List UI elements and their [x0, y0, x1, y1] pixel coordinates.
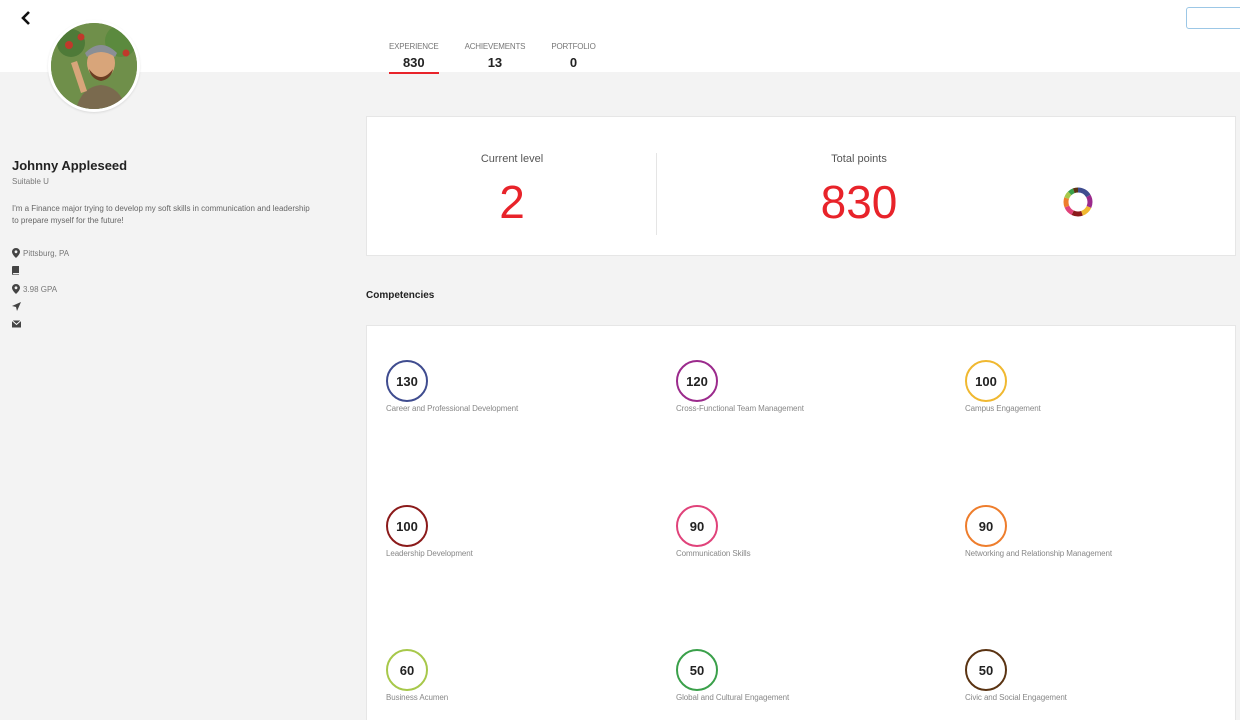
- active-tab-underline: [389, 72, 439, 74]
- tab-experience[interactable]: EXPERIENCE 830: [389, 42, 439, 74]
- map-pin-icon: [12, 248, 20, 258]
- competency-label: Global and Cultural Engagement: [676, 693, 790, 702]
- competency-label: Civic and Social Engagement: [965, 693, 1067, 702]
- competency-item[interactable]: 90 Networking and Relationship Managemen…: [965, 505, 1240, 558]
- tab-portfolio-count: 0: [569, 55, 578, 70]
- competency-score-circle: 90: [676, 505, 718, 547]
- profile-school: Suitable U: [12, 177, 49, 186]
- tab-portfolio-label: PORTFOLIO: [551, 42, 596, 51]
- back-button[interactable]: [18, 10, 36, 28]
- profile-tabs: EXPERIENCE 830 ACHIEVEMENTS 13 PORTFOLIO…: [389, 42, 622, 74]
- profile-name: Johnny Appleseed: [12, 158, 128, 173]
- competencies-heading: Competencies: [366, 290, 435, 301]
- goal-row: [12, 302, 24, 311]
- competency-score-circle: 50: [965, 649, 1007, 691]
- competency-label: Communication Skills: [676, 549, 751, 558]
- profile-bio: I'm a Finance major trying to develop my…: [12, 204, 310, 225]
- map-pin-icon: [12, 284, 20, 294]
- competency-item[interactable]: 50 Civic and Social Engagement: [965, 649, 1240, 702]
- donut-segment: [1063, 187, 1093, 217]
- mail-icon: [12, 320, 21, 328]
- competency-score-circle: 100: [386, 505, 428, 547]
- competency-label: Cross-Functional Team Management: [676, 404, 804, 413]
- tab-achievements-count: 13: [487, 55, 503, 70]
- donut-segment: [1063, 187, 1093, 217]
- current-level-value: 2: [499, 176, 525, 228]
- competency-score-circle: 60: [386, 649, 428, 691]
- current-level-title: Current level: [480, 153, 544, 165]
- stats-divider: [656, 153, 657, 235]
- tab-achievements-label: ACHIEVEMENTS: [464, 42, 526, 51]
- competency-label: Networking and Relationship Management: [965, 549, 1112, 558]
- competency-item[interactable]: 60 Business Acumen: [386, 649, 666, 702]
- tab-achievements[interactable]: ACHIEVEMENTS 13: [465, 42, 526, 74]
- gpa-row: 3.98 GPA: [12, 284, 57, 294]
- competency-score-circle: 100: [965, 360, 1007, 402]
- competency-label: Campus Engagement: [965, 404, 1041, 413]
- competencies-card: 130 Career and Professional Development …: [366, 325, 1236, 720]
- competency-label: Career and Professional Development: [386, 404, 519, 413]
- avatar: [48, 20, 140, 112]
- tab-portfolio[interactable]: PORTFOLIO 0: [551, 42, 595, 74]
- donut-segment: [1063, 187, 1093, 217]
- tab-experience-label: EXPERIENCE: [389, 42, 439, 51]
- major-row: [12, 266, 23, 275]
- chevron-left-icon: [21, 11, 30, 25]
- donut-segment: [1063, 187, 1093, 217]
- location-text: Pittsburg, PA: [23, 248, 70, 258]
- competency-item[interactable]: 100 Leadership Development: [386, 505, 666, 558]
- competency-score-circle: 90: [965, 505, 1007, 547]
- book-icon: [12, 266, 19, 275]
- top-right-button[interactable]: [1186, 7, 1240, 29]
- competency-item[interactable]: 90 Communication Skills: [676, 505, 956, 558]
- stats-card: Current level 2 Total points 830: [366, 116, 1236, 256]
- location-row: Pittsburg, PA: [12, 248, 69, 258]
- total-points-title: Total points: [831, 153, 887, 165]
- competency-label: Leadership Development: [386, 549, 473, 558]
- rocket-icon: [12, 302, 21, 311]
- competency-item[interactable]: 50 Global and Cultural Engagement: [676, 649, 956, 702]
- competency-item[interactable]: 130 Career and Professional Development: [386, 360, 666, 413]
- competency-label: Business Acumen: [386, 693, 449, 702]
- tab-experience-count: 830: [402, 55, 425, 70]
- competency-donut-icon[interactable]: [1062, 186, 1094, 218]
- competency-item[interactable]: 100 Campus Engagement: [965, 360, 1240, 413]
- total-points-value: 830: [820, 176, 898, 228]
- competency-item[interactable]: 120 Cross-Functional Team Management: [676, 360, 956, 413]
- competency-score-circle: 130: [386, 360, 428, 402]
- gpa-text: 3.98 GPA: [23, 284, 58, 294]
- competency-score-circle: 50: [676, 649, 718, 691]
- email-row: [12, 320, 24, 328]
- competency-score-circle: 120: [676, 360, 718, 402]
- top-bar: [0, 0, 1240, 72]
